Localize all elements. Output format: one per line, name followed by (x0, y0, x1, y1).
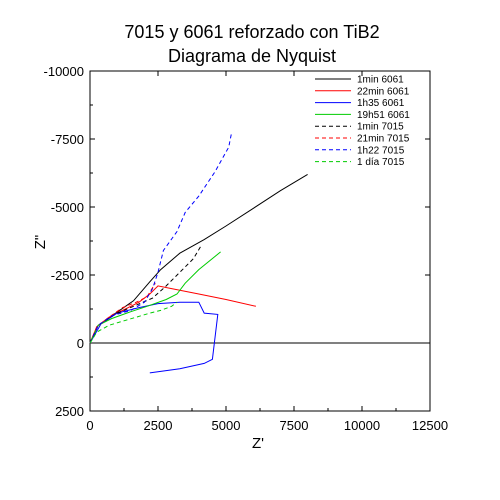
legend-label: 1h22 7015 (357, 145, 405, 156)
legend-label: 22min 6061 (357, 86, 410, 97)
series-layer (89, 133, 308, 374)
legend-label: 1h35 6061 (357, 98, 405, 109)
x-tick-label: 2500 (144, 418, 173, 433)
x-axis-ticks: 0 2500 5000 7500 10000 12500 (86, 71, 448, 433)
y-axis-label: Z" (32, 235, 49, 250)
x-tick-label: 7500 (280, 418, 309, 433)
series-line-1 (89, 173, 308, 344)
chart-subtitle: Diagrama de Nyquist (168, 46, 336, 66)
chart-title: 7015 y 6061 reforzado con TiB2 (124, 22, 379, 42)
series-line-2 (89, 285, 257, 344)
legend-label: 21min 7015 (357, 134, 410, 145)
series-line-8 (89, 301, 178, 344)
y-tick-label: -2500 (51, 268, 84, 283)
y-axis-ticks: -10000 -7500 -5000 -2500 0 2500 (44, 64, 430, 419)
x-tick-label: 10000 (344, 418, 380, 433)
legend-label: 19h51 6061 (357, 110, 410, 121)
series-line-3 (89, 301, 219, 374)
series-line-5 (89, 244, 202, 344)
y-tick-label: 0 (77, 336, 84, 351)
y-tick-label: -7500 (51, 132, 84, 147)
legend-label: 1min 6061 (357, 75, 404, 86)
x-tick-label: 0 (86, 418, 93, 433)
series-line-6 (89, 282, 156, 344)
series-line-4 (89, 251, 221, 344)
x-tick-label: 12500 (412, 418, 448, 433)
x-tick-label: 5000 (212, 418, 241, 433)
x-axis-label: Z' (252, 435, 264, 452)
y-tick-label: -5000 (51, 200, 84, 215)
y-tick-label: 2500 (55, 404, 84, 419)
series-line-7 (89, 133, 232, 344)
y-tick-label: -10000 (44, 64, 84, 79)
legend-label: 1 día 7015 (357, 157, 405, 168)
legend-label: 1min 7015 (357, 122, 404, 133)
